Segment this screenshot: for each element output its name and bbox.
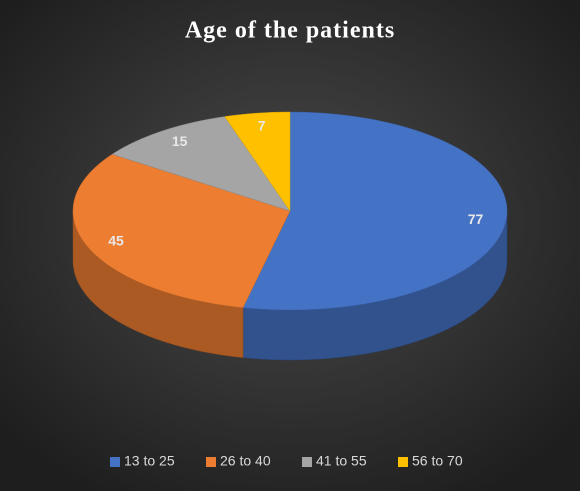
legend-label: 41 to 55 — [316, 453, 367, 469]
slice — [72, 153, 291, 308]
legend-swatch — [302, 457, 312, 467]
slice — [224, 111, 291, 212]
legend-label: 56 to 70 — [412, 453, 463, 469]
legend-label: 26 to 40 — [220, 453, 271, 469]
chart-title: Age of the patients — [185, 18, 395, 44]
data-label: 77 — [468, 211, 484, 227]
data-label: 45 — [108, 233, 124, 249]
data-label: 15 — [172, 133, 188, 149]
slice — [242, 111, 508, 311]
slice — [111, 116, 291, 212]
legend-label: 13 to 25 — [124, 453, 175, 469]
data-label: 7 — [258, 118, 266, 134]
legend-swatch — [398, 457, 408, 467]
legend-swatch — [206, 457, 216, 467]
legend-swatch — [110, 457, 120, 467]
